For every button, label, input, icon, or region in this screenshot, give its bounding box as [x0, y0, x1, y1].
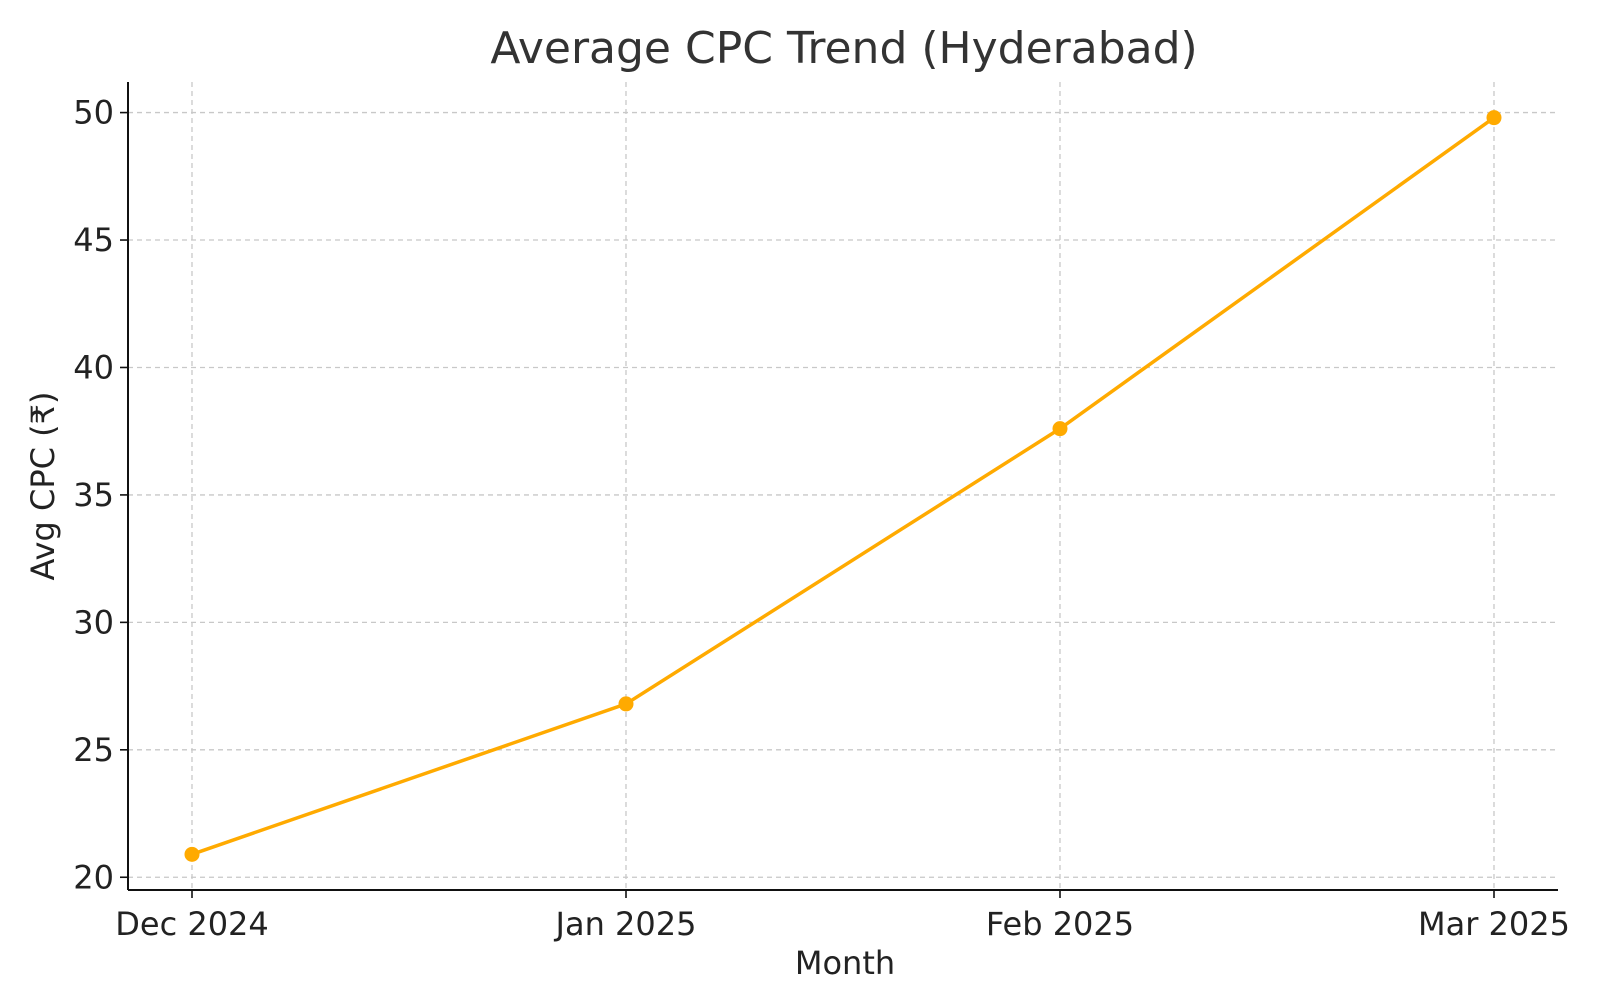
- chart-title: Average CPC Trend (Hyderabad): [490, 23, 1197, 74]
- data-point-0-2: [1052, 421, 1068, 437]
- y-tick-label-4: 40: [73, 348, 114, 386]
- y-tick-label-1: 25: [73, 731, 114, 769]
- y-axis-label: Avg CPC (₹): [24, 392, 62, 581]
- x-tick-label-2: Feb 2025: [986, 905, 1134, 943]
- x-axis-label: Month: [795, 944, 895, 982]
- grid-lines: [128, 82, 1558, 890]
- y-tick-label-6: 50: [73, 94, 114, 132]
- x-tick-label-1: Jan 2025: [554, 905, 697, 943]
- data-point-0-0: [184, 846, 200, 862]
- tick-labels: 20 25 30 35 40 45 50 Dec 2024 Jan 2025 Feb 2025 Ma…: [73, 94, 1570, 943]
- y-tick-label-5: 45: [73, 221, 114, 259]
- x-tick-label-0: Dec 2024: [115, 905, 269, 943]
- axes: [120, 82, 1558, 898]
- series: [184, 110, 1502, 862]
- data-point-0-1: [618, 696, 634, 712]
- series-line-0: [191, 116, 1496, 856]
- x-tick-label-3: Mar 2025: [1418, 905, 1570, 943]
- data-point-0-3: [1486, 110, 1502, 126]
- y-tick-label-0: 20: [73, 858, 114, 896]
- y-tick-label-2: 30: [73, 603, 114, 641]
- y-tick-label-3: 35: [73, 476, 114, 514]
